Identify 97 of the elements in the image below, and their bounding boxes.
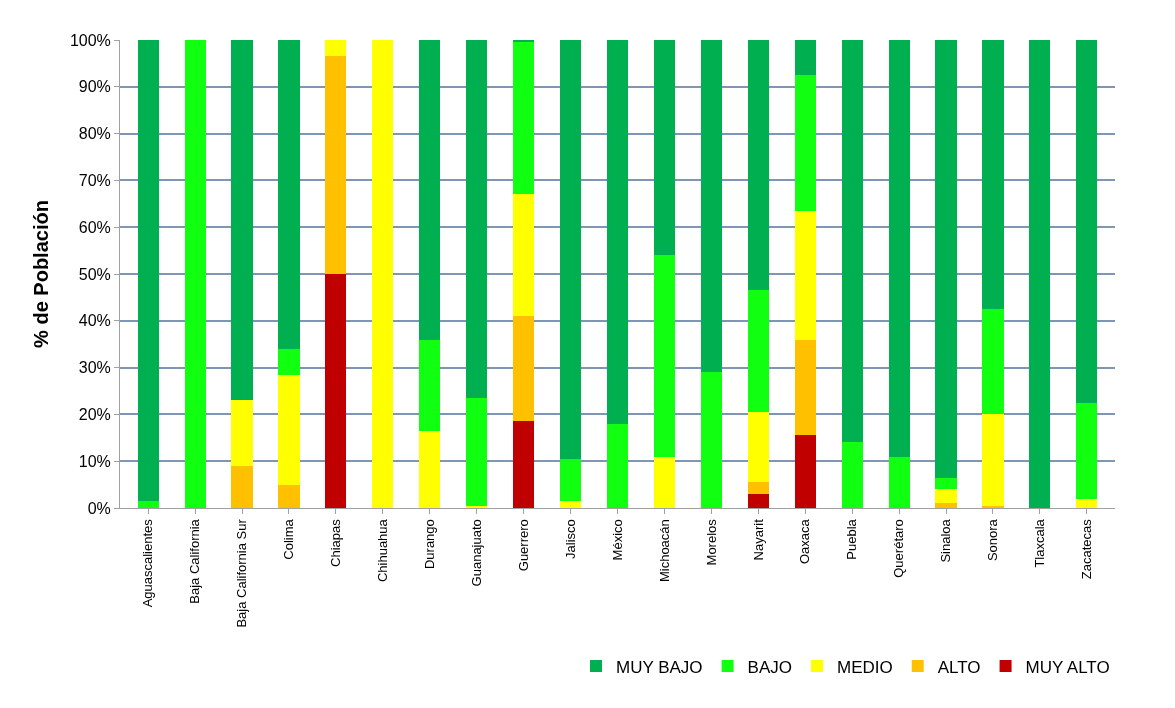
- bar: [794, 210, 816, 340]
- bar: [653, 456, 675, 508]
- bar: [419, 339, 441, 431]
- bar: [419, 430, 441, 508]
- x-tick-label: Oaxaca: [797, 518, 813, 565]
- bar: [513, 194, 535, 317]
- bar: [747, 482, 769, 494]
- bar: [935, 477, 957, 490]
- x-tick-label: Morelos: [703, 518, 719, 566]
- x-tick-label: Nayarit: [750, 518, 766, 561]
- x-tick-label: Baja California Sur: [234, 518, 250, 628]
- bar: [1029, 40, 1051, 508]
- x-tick-label: Puebla: [844, 518, 860, 560]
- bar: [935, 503, 957, 508]
- y-tick-label: 90%: [78, 78, 111, 96]
- x-tick-label: Querétaro: [891, 519, 907, 578]
- bar: [278, 374, 300, 485]
- bar: [325, 56, 347, 274]
- x-tick-label: Durango: [421, 519, 437, 570]
- y-tick-label: 50%: [78, 265, 111, 283]
- x-tick-label: Guerrero: [515, 519, 531, 572]
- bar: [888, 456, 910, 508]
- bar: [419, 40, 441, 340]
- bar: [935, 40, 957, 478]
- bar: [137, 40, 159, 501]
- bar: [1076, 498, 1098, 508]
- bar: [513, 421, 535, 508]
- bar: [1076, 40, 1098, 403]
- legend-label: MEDIO: [837, 657, 893, 677]
- bar: [372, 40, 394, 508]
- bar: [560, 500, 582, 508]
- legend-label: BAJO: [747, 657, 792, 677]
- bar: [747, 40, 769, 291]
- x-tick-label: Chiapas: [328, 518, 344, 567]
- bar: [325, 274, 347, 508]
- x-tick-label: Chihuahua: [375, 518, 391, 583]
- x-tick-label: Zacatecas: [1079, 518, 1095, 580]
- bar: [137, 500, 159, 508]
- bar: [982, 414, 1004, 506]
- y-tick-label: 10%: [78, 452, 111, 470]
- bar: [982, 40, 1004, 310]
- bar: [935, 489, 957, 504]
- bar: [231, 465, 253, 508]
- x-tick-label: Sinaloa: [938, 518, 954, 563]
- y-axis-title: % de Población: [30, 200, 53, 348]
- bar: [841, 442, 863, 508]
- bar: [794, 75, 816, 211]
- bar: [982, 309, 1004, 415]
- bar: [653, 255, 675, 457]
- legend-label: MUY ALTO: [1025, 657, 1110, 677]
- bar: [278, 348, 300, 375]
- x-tick-label: Tlaxcala: [1032, 518, 1048, 568]
- x-tick-label: Colima: [281, 518, 297, 560]
- bar: [747, 412, 769, 483]
- y-tick-label: 70%: [78, 172, 111, 189]
- x-tick-label: México: [609, 519, 625, 561]
- bar: [466, 40, 488, 399]
- bar: [184, 40, 206, 508]
- bar: [325, 40, 347, 57]
- y-tick-label: 30%: [78, 359, 111, 377]
- bar: [513, 42, 535, 195]
- bar: [466, 398, 488, 506]
- y-tick-label: 80%: [78, 125, 111, 143]
- x-tick-label: Michoacán: [656, 519, 672, 583]
- x-tick-label: Sonora: [985, 518, 1001, 562]
- bar: [513, 316, 535, 422]
- y-tick-label: 60%: [78, 218, 111, 236]
- bar: [1076, 402, 1098, 499]
- bar: [794, 40, 816, 76]
- x-tick-label: Baja California: [187, 518, 203, 604]
- bar: [560, 40, 582, 459]
- bar: [700, 40, 722, 373]
- y-tick-label: 40%: [78, 312, 111, 330]
- bar: [700, 372, 722, 508]
- y-tick-label: 0%: [87, 499, 111, 517]
- bar: [841, 40, 863, 443]
- bar: [560, 458, 582, 501]
- legend-label: ALTO: [937, 657, 981, 677]
- bar: [794, 339, 816, 436]
- bar: [747, 493, 769, 508]
- bar: [231, 400, 253, 466]
- legend-label: MUY BAJO: [616, 657, 703, 677]
- bar: [982, 505, 1004, 508]
- y-tick-label: 20%: [78, 406, 111, 423]
- y-tick-label: 100%: [69, 31, 111, 49]
- bar: [794, 435, 816, 508]
- x-tick-label: Jalisco: [562, 519, 578, 559]
- x-tick-label: Guanajuato: [468, 519, 484, 587]
- bar: [747, 290, 769, 413]
- bar: [653, 40, 675, 256]
- bar: [278, 40, 300, 349]
- bar: [231, 40, 253, 401]
- bar: [278, 484, 300, 508]
- x-tick-label: Aguascalientes: [140, 518, 156, 608]
- bar: [606, 423, 629, 508]
- bar: [888, 40, 910, 457]
- bar: [606, 40, 629, 424]
